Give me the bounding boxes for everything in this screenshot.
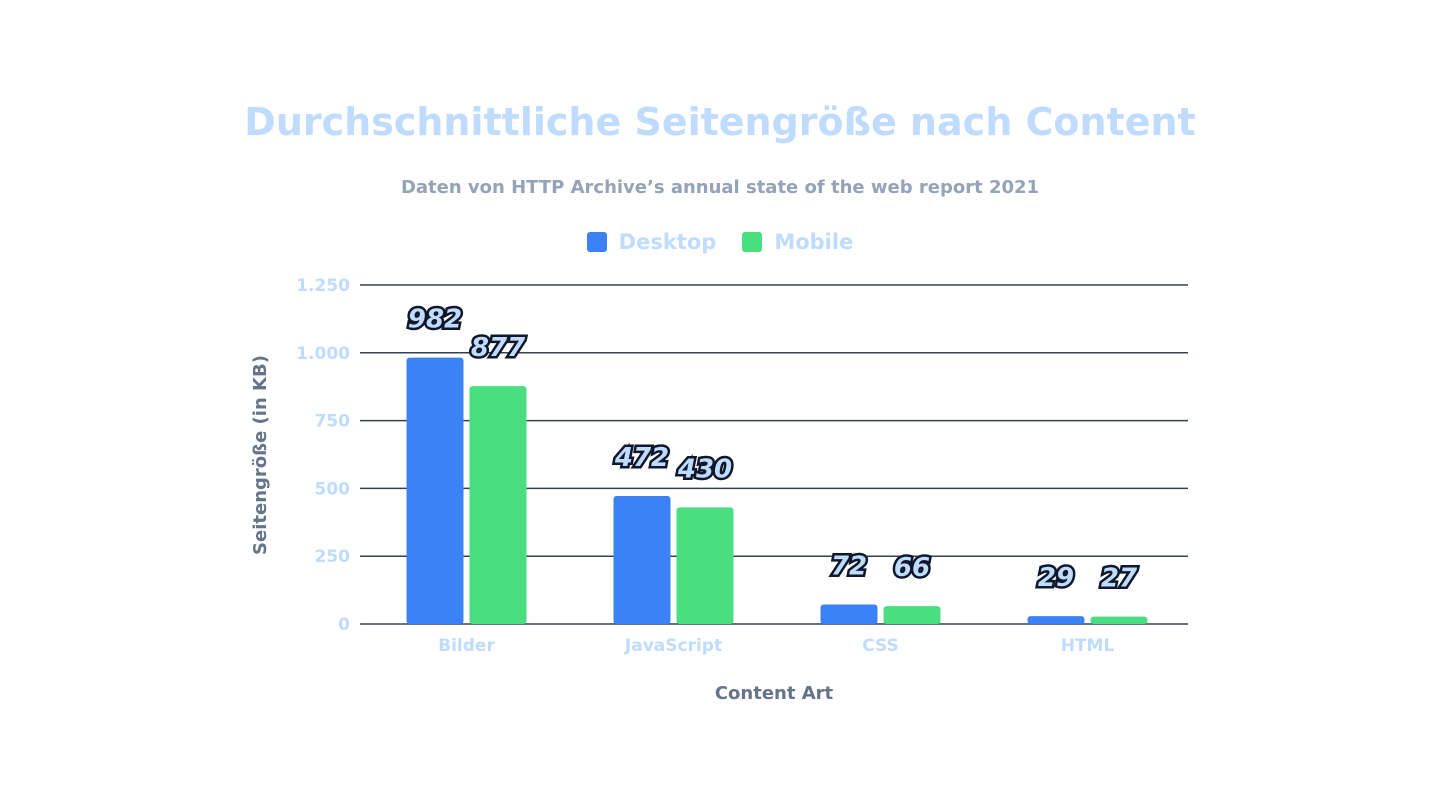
y-tick-label: 250 [315, 547, 351, 567]
legend-item-mobile[interactable]: Mobile [742, 230, 853, 254]
data-label: 430 [677, 454, 732, 484]
y-tick-label: 500 [315, 479, 351, 499]
x-tick-label: Bilder [438, 636, 495, 656]
bar-mobile [883, 606, 941, 624]
chart-title: Durchschnittliche Seitengröße nach Conte… [244, 100, 1196, 144]
x-axis-title: Content Art [715, 683, 834, 704]
legend-label-mobile: Mobile [774, 230, 854, 254]
data-label: 27 [1101, 564, 1138, 594]
bar-desktop [613, 495, 671, 624]
legend-item-desktop[interactable]: Desktop [586, 230, 717, 254]
legend-label-desktop: Desktop [618, 230, 717, 254]
y-tick-label: 1.250 [296, 276, 350, 296]
data-label: 72 [831, 551, 867, 581]
data-label: 66 [894, 553, 930, 583]
y-tick-label: 0 [338, 615, 350, 635]
legend-swatch-desktop [586, 232, 607, 252]
bar-desktop [820, 604, 878, 624]
data-label: 982 [408, 305, 462, 335]
bar-mobile [676, 507, 734, 624]
bar-mobile [1090, 616, 1148, 624]
chart-subtitle: Daten von HTTP Archive’s annual state of… [400, 177, 1040, 198]
y-tick-label: 1.000 [296, 344, 350, 364]
data-label: 877 [471, 333, 526, 363]
bar-desktop [406, 357, 464, 624]
x-tick-label: HTML [1061, 636, 1115, 656]
legend: Desktop Mobile [0, 230, 1440, 254]
x-tick-label: JavaScript [624, 636, 722, 656]
y-tick-label: 750 [315, 412, 351, 432]
bar-mobile [469, 386, 527, 624]
data-label: 29 [1038, 563, 1074, 593]
data-label: 472 [614, 443, 669, 473]
x-tick-label: CSS [862, 636, 899, 656]
legend-swatch-mobile [742, 232, 763, 252]
y-axis-title: Seitengröße (in KB) [250, 355, 271, 555]
bar-desktop [1027, 616, 1085, 624]
